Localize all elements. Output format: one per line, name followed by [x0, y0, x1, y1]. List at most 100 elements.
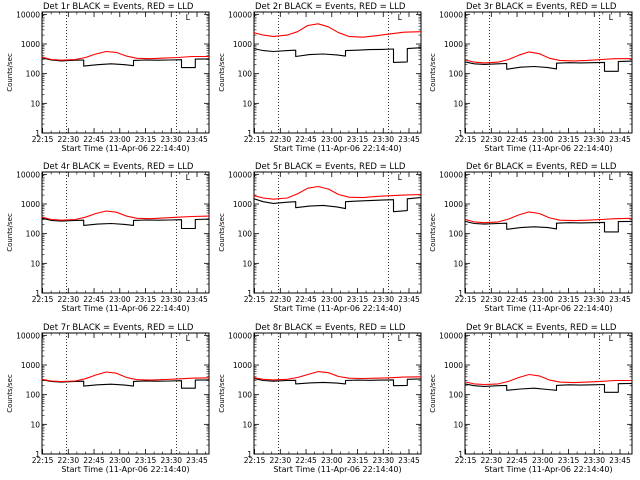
- x-tick-label: 22:45: [83, 135, 105, 144]
- y-axis-label: Counts/sec: [6, 213, 14, 252]
- lld-series-line: [41, 50, 209, 61]
- x-tick-label: 23:15: [558, 135, 580, 144]
- plot-frame: [253, 11, 422, 134]
- y-tick-label: 1: [247, 450, 252, 459]
- x-tick-label: 23:15: [347, 135, 369, 144]
- y-tick-label: 100: [26, 70, 41, 79]
- x-tick-label: 23:15: [135, 295, 157, 304]
- x-tick-label: 23:00: [321, 456, 343, 465]
- lld-series-line: [253, 23, 422, 38]
- plot-frame: [464, 171, 633, 294]
- y-tick-label: 1: [35, 289, 40, 298]
- y-axis-label: Counts/sec: [6, 374, 14, 413]
- y-axis-label: Counts/sec: [429, 374, 437, 413]
- y-tick-label: 1: [458, 289, 463, 298]
- events-series-line: [253, 47, 422, 63]
- x-tick-label: 23:30: [372, 456, 394, 465]
- lld-series-line: [253, 371, 422, 381]
- y-axis-label: Counts/sec: [429, 213, 437, 252]
- x-tick-label: 23:15: [347, 456, 369, 465]
- x-tick-label: 22:15: [244, 295, 266, 304]
- x-axis-label: Start Time (11-Apr-06 22:14:40): [273, 465, 401, 474]
- x-tick-label: 23:15: [558, 456, 580, 465]
- events-series-line: [41, 217, 210, 230]
- y-tick-label: 1000: [233, 361, 252, 370]
- corner-marker: L: [186, 173, 191, 182]
- events-series-line: [464, 220, 633, 233]
- y-tick-label: 1000: [21, 40, 40, 49]
- chart-title: Det 8r BLACK = Events, RED = LLD: [255, 323, 406, 333]
- x-tick-label: 23:00: [109, 135, 131, 144]
- y-tick-label: 1: [247, 289, 252, 298]
- corner-marker: L: [609, 13, 614, 22]
- plot-frame: [253, 171, 422, 294]
- corner-marker: L: [609, 334, 614, 343]
- y-axis-label: Counts/sec: [6, 53, 14, 92]
- y-tick-label: 10: [30, 99, 40, 108]
- x-tick-label: 22:15: [32, 456, 54, 465]
- x-tick-label: 22:45: [295, 456, 317, 465]
- lld-series-line: [464, 373, 632, 386]
- x-axis-label: Start Time (11-Apr-06 22:14:40): [61, 304, 189, 313]
- chart-title: Det 6r BLACK = Events, RED = LLD: [466, 162, 617, 172]
- chart-title: Det 4r BLACK = Events, RED = LLD: [43, 162, 194, 172]
- y-tick-label: 100: [449, 70, 464, 79]
- x-tick-label: 22:30: [480, 456, 502, 465]
- x-tick-label: 22:15: [455, 135, 477, 144]
- x-tick-label: 22:45: [506, 135, 528, 144]
- y-tick-label: 100: [449, 230, 464, 239]
- y-tick-label: 10000: [16, 331, 40, 340]
- x-tick-label: 22:30: [57, 135, 79, 144]
- x-tick-label: 22:30: [269, 135, 291, 144]
- x-tick-label: 23:00: [321, 295, 343, 304]
- x-tick-label: 22:15: [32, 135, 54, 144]
- plot-frame: [41, 332, 210, 455]
- plot-frame: [464, 332, 633, 455]
- y-tick-label: 10000: [228, 10, 252, 19]
- x-tick-label: 22:30: [480, 295, 502, 304]
- y-tick-label: 10: [30, 420, 40, 429]
- y-tick-label: 10: [30, 259, 40, 268]
- plot-frame: [253, 332, 422, 455]
- chart-title: Det 3r BLACK = Events, RED = LLD: [466, 2, 617, 12]
- x-tick-label: 23:30: [583, 295, 605, 304]
- y-tick-label: 1000: [444, 200, 463, 209]
- y-tick-label: 100: [238, 391, 253, 400]
- y-tick-label: 1: [458, 450, 463, 459]
- x-tick-label: 23:45: [186, 295, 208, 304]
- x-tick-label: 22:45: [83, 295, 105, 304]
- corner-marker: L: [398, 173, 403, 182]
- lld-series-line: [464, 211, 633, 224]
- x-tick-label: 22:45: [506, 456, 528, 465]
- y-tick-label: 1: [458, 129, 463, 138]
- y-tick-label: 100: [26, 230, 41, 239]
- x-tick-label: 23:00: [109, 456, 131, 465]
- events-series-line: [253, 197, 422, 213]
- y-tick-label: 100: [238, 230, 253, 239]
- x-tick-label: 22:30: [57, 295, 79, 304]
- corner-marker: L: [186, 13, 191, 22]
- y-tick-label: 1000: [444, 361, 463, 370]
- y-tick-label: 1: [35, 450, 40, 459]
- x-tick-label: 23:45: [186, 135, 208, 144]
- y-axis-label: Counts/sec: [218, 213, 226, 252]
- events-series-line: [253, 377, 422, 387]
- x-tick-label: 22:15: [244, 135, 266, 144]
- x-axis-label: Start Time (11-Apr-06 22:14:40): [484, 465, 612, 474]
- x-tick-label: 23:00: [532, 135, 554, 144]
- plot-frame: [41, 11, 210, 134]
- x-tick-label: 23:15: [347, 295, 369, 304]
- events-series-line: [464, 60, 633, 72]
- y-tick-label: 10000: [439, 170, 463, 179]
- y-tick-label: 100: [449, 391, 464, 400]
- chart-title: Det 2r BLACK = Events, RED = LLD: [255, 2, 406, 12]
- x-axis-label: Start Time (11-Apr-06 22:14:40): [273, 144, 401, 153]
- lld-series-line: [41, 210, 210, 221]
- y-tick-label: 10: [453, 99, 463, 108]
